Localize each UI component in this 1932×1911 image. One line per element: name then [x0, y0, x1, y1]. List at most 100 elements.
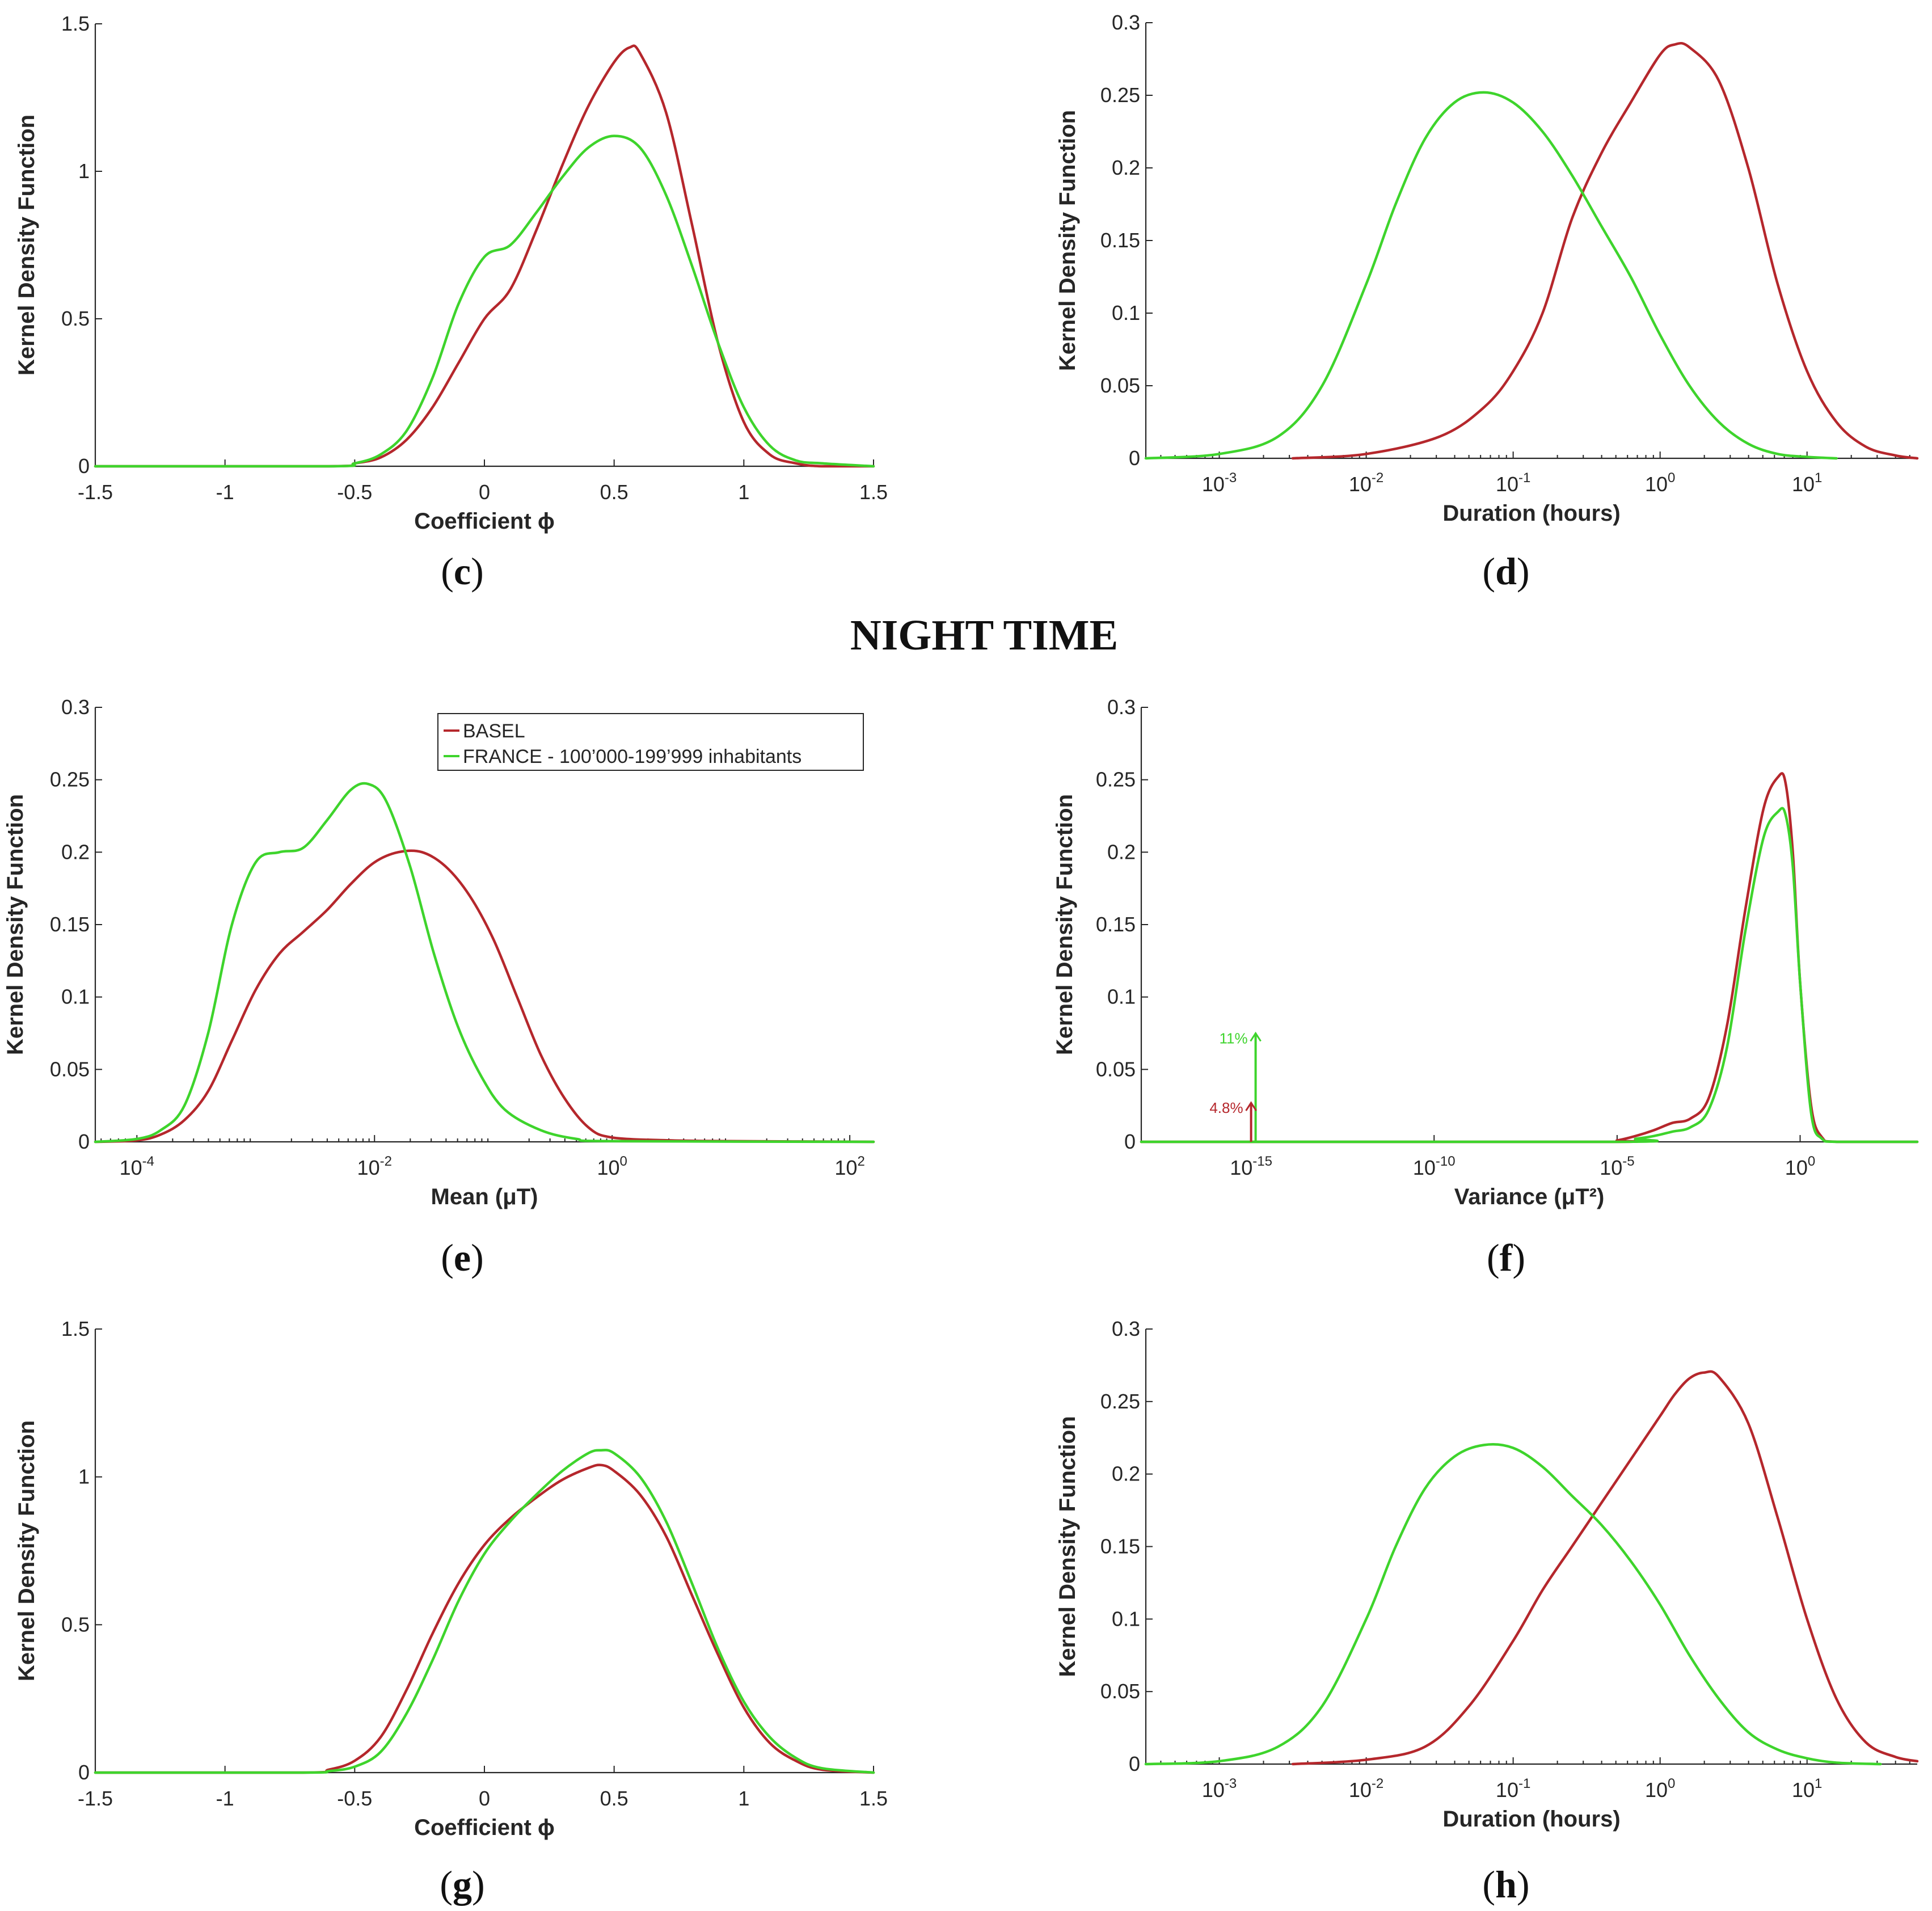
series-line-basel: [1140, 772, 1919, 1144]
x-tick-label: 10-1: [1496, 1776, 1530, 1802]
series-line-france: [1140, 807, 1919, 1144]
y-tick-label: 0.15: [1096, 913, 1136, 936]
x-tick-label: 100: [597, 1154, 627, 1179]
y-tick-label: 0.3: [1112, 11, 1140, 34]
x-tick-label: 10-15: [1230, 1154, 1272, 1179]
y-tick-label: 0.2: [1112, 156, 1140, 179]
y-tick-label: 0.3: [1107, 695, 1136, 719]
x-tick-label: 10-3: [1202, 1776, 1237, 1802]
y-tick-label: 0.3: [1112, 1317, 1140, 1340]
annotation-arrowhead: [1250, 1031, 1262, 1042]
y-tick-label: 0: [78, 1761, 90, 1784]
y-tick-label: 0.5: [61, 1613, 90, 1636]
x-tick-label: 10-5: [1600, 1154, 1634, 1179]
x-tick-label: 10-10: [1413, 1154, 1456, 1179]
x-tick-label: 10-2: [1349, 470, 1383, 496]
x-tick-label: -1: [216, 480, 234, 504]
y-axis-title: Kernel Density Function: [1052, 794, 1077, 1055]
y-tick-label: 0: [78, 1130, 90, 1153]
series-line-france: [94, 782, 875, 1144]
series-line-france: [94, 1449, 875, 1774]
chart-panel-f: 0 0.05 0.1 0.15 0.2 0.25 0.3 10-15 10-10 10-5 100 V…: [1052, 695, 1919, 1279]
y-tick-label: 0.2: [1112, 1462, 1140, 1486]
y-tick-label: 0: [1129, 446, 1140, 470]
y-axis-title: Kernel Density Function: [1055, 110, 1080, 371]
series-line-basel: [94, 1463, 875, 1774]
x-tick-label: 1.5: [859, 1787, 888, 1810]
y-tick-label: 0.25: [1096, 768, 1136, 791]
x-axis-title: Mean (μT): [431, 1184, 538, 1209]
x-axis-title: Duration (hours): [1442, 1807, 1620, 1832]
y-axis-title: Kernel Density Function: [3, 794, 28, 1055]
x-tick-label: 10-3: [1202, 470, 1237, 496]
x-tick-label: 102: [834, 1154, 864, 1179]
y-tick-label: 1: [78, 1465, 90, 1488]
chart-panel-c: 0 0.5 1 1.5 -1.5 -1 -0.5 0 0.5 1 1.5 Coefficient ϕ K…: [14, 12, 888, 593]
panel-label: (h): [1482, 1863, 1529, 1906]
y-tick-label: 0.15: [1100, 1535, 1140, 1558]
x-tick-label: 101: [1792, 470, 1822, 496]
annotation-label: 11%: [1219, 1030, 1247, 1047]
series-line-basel: [94, 849, 875, 1144]
x-axis-title: Variance (μT²): [1454, 1184, 1605, 1209]
annotation-arrowhead: [1245, 1101, 1257, 1111]
chart-panel-e: 0 0.05 0.1 0.15 0.2 0.25 0.3 10-4 10-2 100 102 Mean…: [3, 695, 875, 1279]
x-axis-title: Duration (hours): [1442, 501, 1620, 526]
chart-panel-g: 0 0.5 1 1.5 -1.5 -1 -0.5 0 0.5 1 1.5 Coefficient ϕ K…: [14, 1317, 888, 1906]
y-axis-title: Kernel Density Function: [1055, 1416, 1080, 1677]
x-tick-label: 0: [479, 480, 490, 504]
x-tick-label: 10-1: [1496, 470, 1530, 496]
y-tick-label: 0.2: [1107, 840, 1136, 863]
series-line-basel: [1291, 41, 1919, 460]
panel-label: (c): [441, 550, 484, 593]
y-tick-label: 0.05: [50, 1057, 90, 1081]
x-tick-label: 100: [1645, 470, 1675, 496]
y-tick-label: 0.25: [50, 768, 90, 791]
y-tick-label: 0.1: [61, 985, 90, 1009]
x-tick-label: 101: [1792, 1776, 1822, 1802]
y-tick-label: 0.1: [1107, 985, 1136, 1009]
x-tick-label: 10-2: [357, 1154, 392, 1179]
y-tick-label: 0.5: [61, 307, 90, 330]
y-tick-label: 1: [78, 159, 90, 183]
x-tick-label: 0.5: [600, 1787, 628, 1810]
series-line-basel: [1291, 1370, 1919, 1766]
x-tick-label: 10-2: [1349, 1776, 1383, 1802]
legend-label-basel: BASEL: [463, 720, 525, 742]
series-line-france: [94, 134, 875, 468]
series-line-france: [1144, 91, 1838, 460]
y-tick-label: 0.1: [1112, 1607, 1140, 1630]
y-tick-label: 0.15: [1100, 229, 1140, 252]
section-title: NIGHT TIME: [850, 611, 1118, 659]
x-tick-label: 1: [738, 480, 749, 504]
panel-label: (e): [441, 1236, 484, 1279]
y-tick-label: 0: [1129, 1752, 1140, 1775]
x-tick-label: -1.5: [78, 480, 113, 504]
x-tick-label: 0: [479, 1787, 490, 1810]
x-tick-label: 10-4: [120, 1154, 154, 1179]
chart-panel-h: 0 0.05 0.1 0.15 0.2 0.25 0.3 10-3 10-2 10-1 100 101…: [1055, 1317, 1919, 1906]
annotation-label: 4.8%: [1209, 1099, 1243, 1116]
chart-panel-d: 0 0.05 0.1 0.15 0.2 0.25 0.3 10-3 10-2 10-1 100 101…: [1055, 11, 1919, 593]
x-tick-label: -1: [216, 1787, 234, 1810]
x-tick-label: 1.5: [859, 480, 888, 504]
panel-label: (d): [1482, 550, 1529, 593]
y-tick-label: 0.05: [1100, 374, 1140, 397]
y-tick-label: 0: [1124, 1130, 1136, 1153]
y-axis-title: Kernel Density Function: [14, 115, 39, 376]
y-tick-label: 0.3: [61, 695, 90, 719]
y-tick-label: 0.05: [1100, 1680, 1140, 1703]
x-tick-label: -0.5: [337, 480, 372, 504]
y-tick-label: 0.2: [61, 840, 90, 863]
x-tick-label: 1: [738, 1787, 749, 1810]
legend-label-france: FRANCE - 100’000-199’999 inhabitants: [463, 746, 802, 767]
x-axis-title: Coefficient ϕ: [414, 509, 555, 534]
y-tick-label: 0.05: [1096, 1057, 1136, 1081]
x-tick-label: 100: [1645, 1776, 1675, 1802]
x-axis-title: Coefficient ϕ: [414, 1815, 555, 1840]
y-tick-label: 0.1: [1112, 301, 1140, 324]
x-tick-label: -0.5: [337, 1787, 372, 1810]
y-tick-label: 0.25: [1100, 83, 1140, 107]
x-tick-label: 100: [1785, 1154, 1815, 1179]
